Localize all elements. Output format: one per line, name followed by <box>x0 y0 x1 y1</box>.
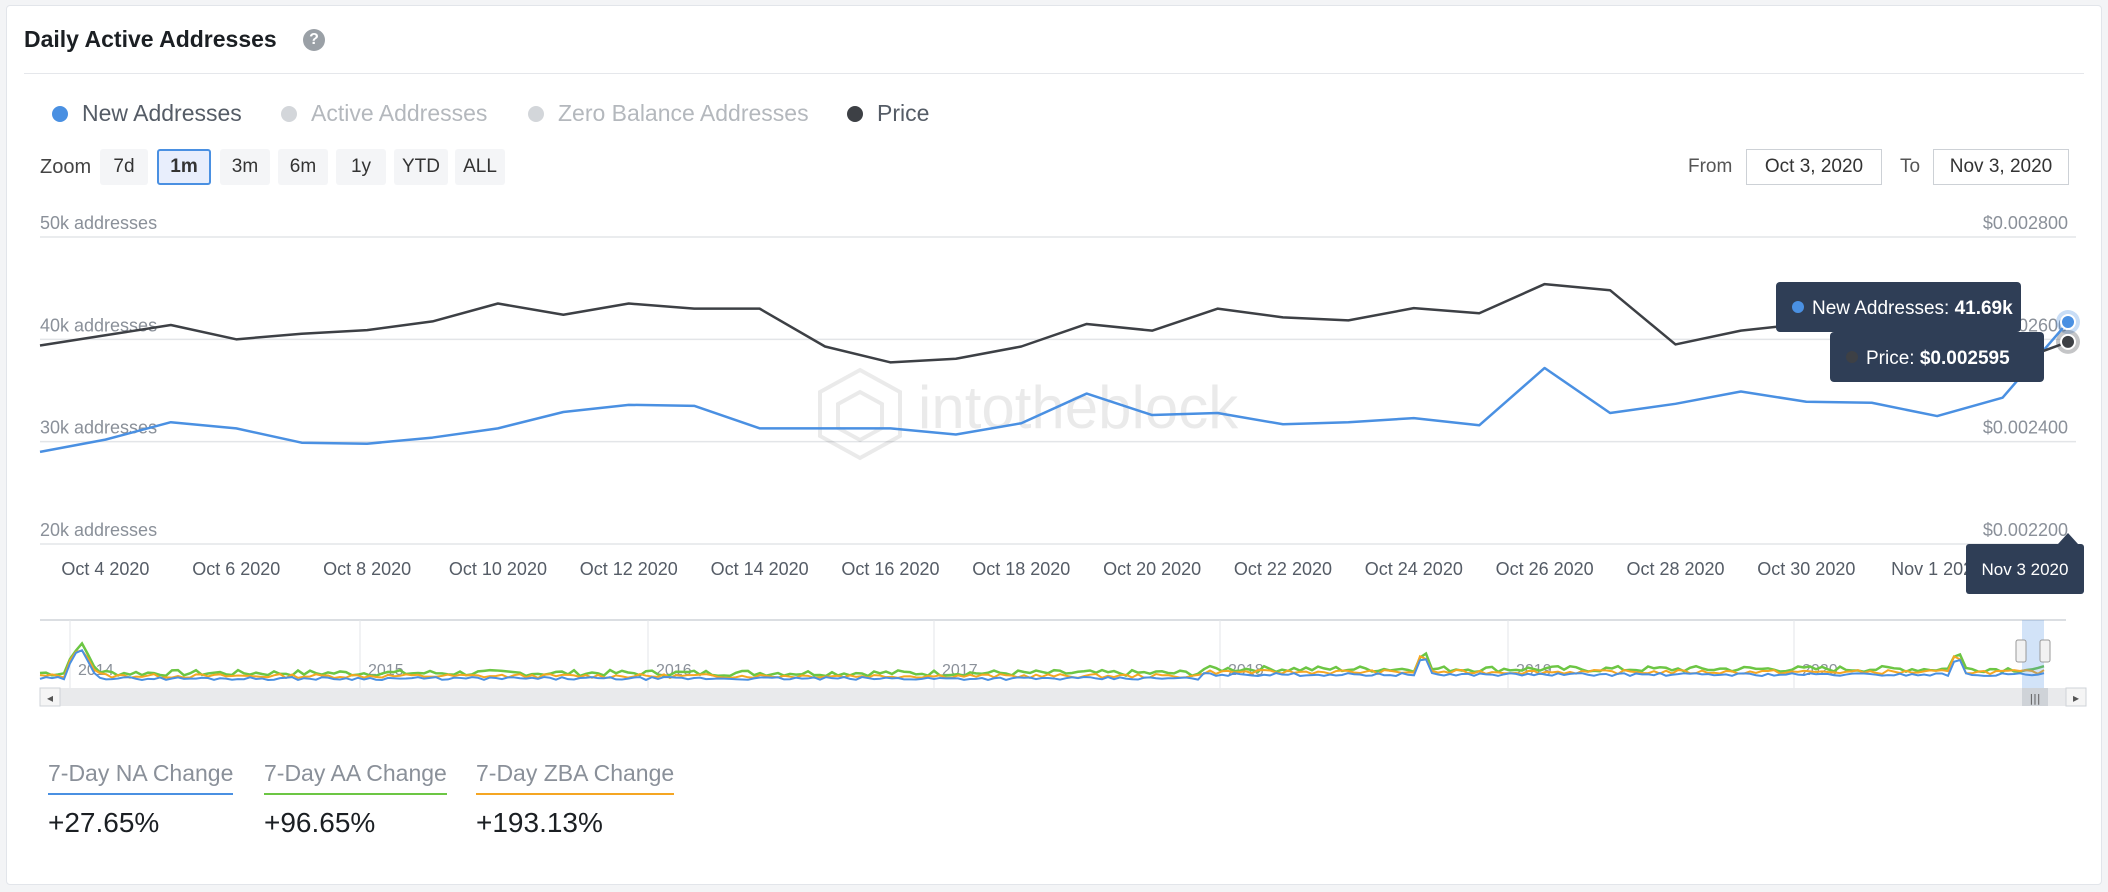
tooltip-dot-icon <box>1846 351 1858 363</box>
zoom-3m-button[interactable]: 3m <box>220 149 270 185</box>
stat-aa-change: 7-Day AA Change +96.65% <box>264 760 447 839</box>
stat-value: +193.13% <box>476 807 603 838</box>
zoom-all-button[interactable]: ALL <box>455 149 505 185</box>
zoom-ytd-button[interactable]: YTD <box>394 149 448 185</box>
legend-label: Price <box>877 100 930 126</box>
scrollbar-thumb[interactable] <box>2022 688 2048 706</box>
navigator-line-zero-balance <box>39 649 2045 680</box>
legend-zero-balance-addresses[interactable]: Zero Balance Addresses <box>528 100 809 127</box>
stat-label: 7-Day AA Change <box>264 760 447 795</box>
hover-point-new-addresses <box>2060 314 2076 331</box>
stat-label: 7-Day ZBA Change <box>476 760 675 795</box>
y-tick-label-right: $0.002800 <box>1983 213 2068 233</box>
x-tick-label: Nov 1 2020 <box>1891 559 1983 579</box>
legend-price[interactable]: Price <box>847 100 929 127</box>
x-tick-label: Oct 20 2020 <box>1103 559 1201 579</box>
navigator-line-active-addresses <box>39 641 2045 678</box>
scroll-right-button[interactable] <box>2065 687 2087 707</box>
legend-label: Zero Balance Addresses <box>558 100 809 126</box>
scroll-left-button[interactable] <box>39 687 61 707</box>
navigator-left-handle[interactable] <box>2015 639 2027 663</box>
watermark-text: intotheblock <box>918 374 1239 441</box>
legend-new-addresses[interactable]: New Addresses <box>52 100 242 127</box>
scroll-left-arrow-icon: ◂ <box>47 691 53 705</box>
x-tick-label: Oct 16 2020 <box>841 559 939 579</box>
series-line-new-addresses[interactable] <box>39 321 2069 454</box>
legend-dot-icon <box>847 105 863 122</box>
watermark-logo: intotheblock <box>818 367 1239 461</box>
scroll-right-arrow-icon: ▸ <box>2073 691 2079 705</box>
x-tick-label: Oct 28 2020 <box>1626 559 1724 579</box>
legend-dot-icon <box>52 105 68 122</box>
tooltip-price: Price: $0.002595 <box>1866 348 2010 369</box>
zoom-7d-button[interactable]: 7d <box>100 149 148 185</box>
x-crosshair-label: Nov 3 2020 <box>1982 560 2069 579</box>
hover-point-price <box>2060 333 2076 350</box>
x-tick-label: Oct 22 2020 <box>1234 559 1332 579</box>
x-tick-label: Oct 10 2020 <box>449 559 547 579</box>
navigator-scrollbar-track[interactable] <box>40 688 2066 706</box>
x-crosshair-pointer <box>2058 533 2078 544</box>
x-tick-label: Oct 8 2020 <box>323 559 411 579</box>
y-tick-label-left: 30k addresses <box>40 418 157 438</box>
x-tick-label: Oct 30 2020 <box>1757 559 1855 579</box>
zoom-label: Zoom <box>40 156 92 178</box>
zoom-6m-button[interactable]: 6m <box>278 149 328 185</box>
stat-label: 7-Day NA Change <box>48 760 234 795</box>
navigator-right-handle[interactable] <box>2039 639 2051 663</box>
y-tick-label-left: 50k addresses <box>40 213 157 233</box>
stat-value: +96.65% <box>264 807 376 838</box>
tooltip-box-new-addresses <box>1776 282 2021 332</box>
navigator-line-new-addresses <box>39 648 2045 682</box>
x-tick-label: Oct 18 2020 <box>972 559 1070 579</box>
to-label: To <box>1900 156 1921 177</box>
from-label: From <box>1688 156 1733 177</box>
scrollbar-grip-icon: ||| <box>2029 692 2040 705</box>
legend-dot-icon <box>528 105 544 122</box>
legend-dot-icon <box>281 105 297 122</box>
to-date-input[interactable]: Nov 3, 2020 <box>1933 149 2069 185</box>
zoom-1y-button[interactable]: 1y <box>336 149 386 185</box>
stat-zba-change: 7-Day ZBA Change +193.13% <box>476 760 675 839</box>
stat-value: +27.65% <box>48 807 160 838</box>
x-tick-label: Oct 4 2020 <box>61 559 149 579</box>
zoom-1m-button[interactable]: 1m <box>157 149 211 185</box>
y-tick-label-right: $0.002400 <box>1983 418 2068 438</box>
y-tick-label-left: 20k addresses <box>40 520 157 540</box>
x-tick-label: Oct 24 2020 <box>1365 559 1463 579</box>
x-tick-label: Oct 12 2020 <box>580 559 678 579</box>
tooltip-dot-icon <box>1792 301 1804 313</box>
from-date-input[interactable]: Oct 3, 2020 <box>1746 149 1882 185</box>
x-tick-label: Oct 6 2020 <box>192 559 280 579</box>
legend-label: New Addresses <box>82 100 242 126</box>
tooltip-new-addresses: New Addresses: 41.69k <box>1812 298 2013 319</box>
x-tick-label: Oct 26 2020 <box>1496 559 1594 579</box>
y-tick-label-right: $0.002200 <box>1983 520 2068 540</box>
legend-active-addresses[interactable]: Active Addresses <box>281 100 487 127</box>
series-line-price[interactable] <box>39 282 2069 368</box>
legend-label: Active Addresses <box>311 100 488 126</box>
question-icon[interactable]: ? <box>303 29 325 51</box>
stat-na-change: 7-Day NA Change +27.65% <box>48 760 234 839</box>
tooltip-box-price <box>1830 332 2044 382</box>
x-tick-label: Oct 14 2020 <box>711 559 809 579</box>
divider <box>24 73 2084 74</box>
y-tick-label-left: 40k addresses <box>40 315 157 335</box>
x-crosshair-label-box <box>1966 544 2084 594</box>
page-title: Daily Active Addresses <box>24 26 277 52</box>
navigator-selected-range[interactable] <box>2022 620 2044 688</box>
